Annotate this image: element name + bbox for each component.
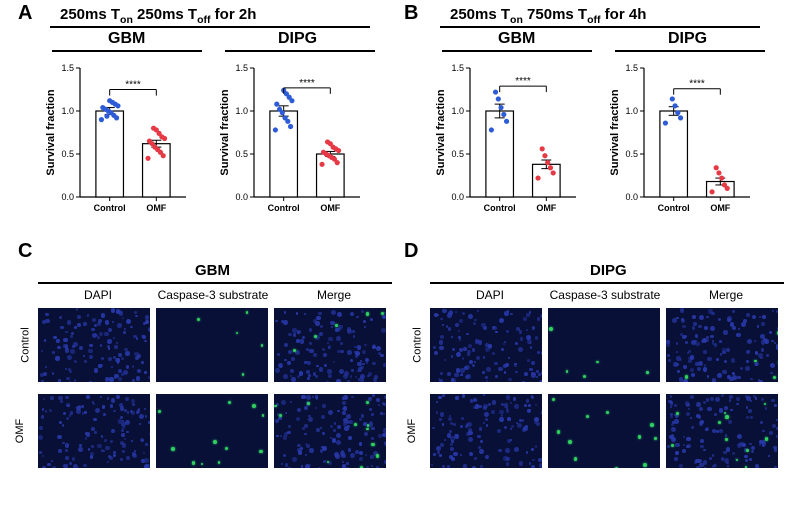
panel-c-cell: GBM [195, 262, 230, 279]
chart-b-dipg: 0.0 0.5 1.0 1.5 Survival fraction Control OMF *… [608, 52, 758, 227]
svg-text:0.5: 0.5 [235, 149, 248, 159]
micrograph [548, 308, 660, 382]
micro-row-label: Control [20, 327, 32, 362]
chart-a-dipg: 0.0 0.5 1.0 1.5 Survival fraction Control OMF *… [218, 52, 368, 227]
svg-text:Control: Control [658, 203, 690, 213]
panel-c-underline [38, 282, 392, 284]
chart-b-gbm: 0.0 0.5 1.0 1.5 Survival fraction Control OMF *… [434, 52, 584, 227]
svg-text:1.0: 1.0 [625, 106, 638, 116]
panel-b-title: 250ms Ton 750ms Toff for 4h [450, 6, 646, 26]
panel-a-underline [50, 26, 370, 28]
micrograph [38, 308, 150, 382]
svg-text:****: **** [125, 80, 141, 91]
svg-text:1.0: 1.0 [235, 106, 248, 116]
panel-b-dipg-label: DIPG [668, 30, 707, 48]
micro-col-header: Merge [696, 288, 756, 302]
svg-text:0.5: 0.5 [625, 149, 638, 159]
svg-text:1.5: 1.5 [235, 63, 248, 73]
micro-col-header: Merge [304, 288, 364, 302]
panel-d-label: D [404, 240, 418, 263]
svg-text:****: **** [689, 79, 705, 90]
micrograph [156, 308, 268, 382]
svg-text:0.0: 0.0 [61, 192, 74, 202]
panel-a-gbm-label: GBM [108, 30, 145, 48]
svg-text:1.0: 1.0 [451, 106, 464, 116]
micro-row-label: OMF [14, 419, 26, 443]
chart-a-gbm: 0.0 0.5 1.0 1.5 Survival fraction Control OMF *… [44, 52, 194, 227]
svg-text:OMF: OMF [320, 203, 340, 213]
panel-b-underline [440, 26, 760, 28]
micro-row-label: Control [412, 327, 424, 362]
micrograph [548, 394, 660, 468]
micrograph [38, 394, 150, 468]
panel-a-label: A [18, 2, 32, 25]
svg-text:OMF: OMF [536, 203, 556, 213]
svg-text:OMF: OMF [710, 203, 730, 213]
svg-text:0.5: 0.5 [61, 149, 74, 159]
micrograph [274, 308, 386, 382]
micrograph [666, 394, 778, 468]
micro-row-label: OMF [406, 419, 418, 443]
svg-text:0.0: 0.0 [625, 192, 638, 202]
micro-col-header: DAPI [68, 288, 128, 302]
panel-d-underline [430, 282, 784, 284]
micro-col-header: DAPI [460, 288, 520, 302]
panel-a-title: 250ms Ton 250ms Toff for 2h [60, 6, 256, 26]
svg-text:Survival fraction: Survival fraction [45, 89, 57, 175]
svg-text:Control: Control [484, 203, 516, 213]
svg-text:****: **** [299, 78, 315, 89]
panel-a-dipg-label: DIPG [278, 30, 317, 48]
svg-text:1.5: 1.5 [451, 63, 464, 73]
micrograph [274, 394, 386, 468]
micrograph [666, 308, 778, 382]
svg-text:0.0: 0.0 [235, 192, 248, 202]
svg-text:Control: Control [268, 203, 300, 213]
svg-text:Control: Control [94, 203, 126, 213]
svg-text:Survival fraction: Survival fraction [609, 89, 621, 175]
micrograph [430, 308, 542, 382]
svg-text:1.5: 1.5 [61, 63, 74, 73]
svg-text:OMF: OMF [146, 203, 166, 213]
micrograph [430, 394, 542, 468]
micro-col-header: Caspase-3 substrate [144, 288, 282, 302]
svg-text:0.5: 0.5 [451, 149, 464, 159]
panel-b-label: B [404, 2, 418, 25]
micro-col-header: Caspase-3 substrate [536, 288, 674, 302]
panel-d-cell: DIPG [590, 262, 627, 279]
svg-text:0.0: 0.0 [451, 192, 464, 202]
svg-text:1.0: 1.0 [61, 106, 74, 116]
svg-text:Survival fraction: Survival fraction [219, 89, 231, 175]
svg-text:****: **** [515, 76, 531, 87]
micrograph [156, 394, 268, 468]
panel-b-gbm-label: GBM [498, 30, 535, 48]
panel-c-label: C [18, 240, 32, 263]
svg-text:1.5: 1.5 [625, 63, 638, 73]
svg-text:Survival fraction: Survival fraction [435, 89, 447, 175]
